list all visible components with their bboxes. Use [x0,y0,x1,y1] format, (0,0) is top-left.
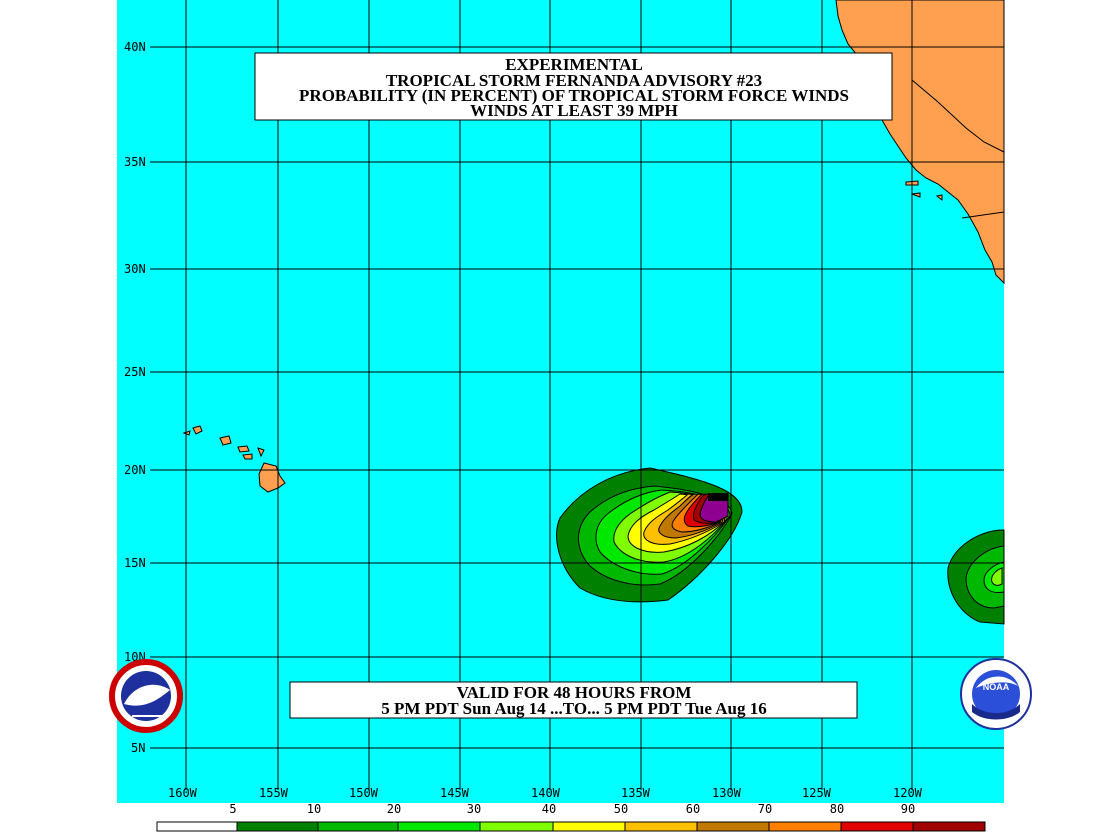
lat-label: 40N [124,40,146,54]
noaa-logo: NOAA [960,658,1032,730]
scale-swatch [317,821,399,832]
scale-swatch [479,821,554,832]
map-grid [150,0,1004,790]
validity-line-1: VALID FOR 48 HOURS FROM [457,683,692,702]
secondary-contours [947,529,1005,625]
lat-label: 15N [124,556,146,570]
scale-swatch [552,821,626,832]
scale-tick: 30 [467,802,481,816]
lon-label: 160W [168,786,198,800]
scale-tick: 5 [229,802,236,816]
noaa-logo-text: NOAA [983,682,1010,692]
lon-label: 125W [802,786,832,800]
scale-swatch [156,821,238,832]
title-line-3: PROBABILITY (IN PERCENT) OF TROPICAL STO… [299,86,849,105]
color-scale: 5 10 20 30 40 50 60 70 80 90 [156,802,986,832]
scale-swatch [624,821,698,832]
scale-swatch [397,821,481,832]
mexico-border [961,211,1005,219]
title-box: EXPERIMENTAL TROPICAL STORM FERNANDA ADV… [254,52,893,121]
lon-label: 135W [621,786,651,800]
lat-label: 5N [131,741,145,755]
lat-label: 30N [124,262,146,276]
lon-label: 120W [893,786,923,800]
nws-logo [109,659,183,733]
lat-label: 25N [124,365,146,379]
longitude-labels: 160W 155W 150W 145W 140W 135W 130W 125W … [168,786,923,800]
lat-label: 35N [124,155,146,169]
validity-line-2: 5 PM PDT Sun Aug 14 ...TO... 5 PM PDT Tu… [381,699,766,718]
scale-tick: 40 [542,802,556,816]
scale-swatch [840,821,914,832]
max-core [708,493,728,501]
scale-tick: 90 [901,802,915,816]
validity-box: VALID FOR 48 HOURS FROM 5 PM PDT Sun Aug… [289,681,858,719]
scale-tick: 50 [614,802,628,816]
lon-label: 155W [259,786,289,800]
channel-islands [905,180,943,202]
scale-swatch [768,821,842,832]
lon-label: 145W [440,786,470,800]
scale-tick: 20 [387,802,401,816]
scale-tick: 80 [830,802,844,816]
scale-swatch [912,821,986,832]
scale-ticks: 5 10 20 30 40 50 60 70 80 90 [229,802,915,816]
lon-label: 150W [349,786,379,800]
scale-tick: 60 [686,802,700,816]
scale-tick: 70 [758,802,772,816]
probability-contours [556,467,743,603]
title-line-4: WINDS AT LEAST 39 MPH [470,101,678,120]
title-line-2: TROPICAL STORM FERNANDA ADVISORY #23 [386,71,762,90]
scale-swatch [236,821,319,832]
lat-label: 20N [124,463,146,477]
ocean-background [117,0,1004,803]
scale-tick: 10 [307,802,321,816]
title-line-1: EXPERIMENTAL [505,55,643,74]
scale-swatches [156,821,986,832]
lon-label: 140W [531,786,561,800]
lon-label: 130W [712,786,742,800]
scale-swatch [696,821,770,832]
